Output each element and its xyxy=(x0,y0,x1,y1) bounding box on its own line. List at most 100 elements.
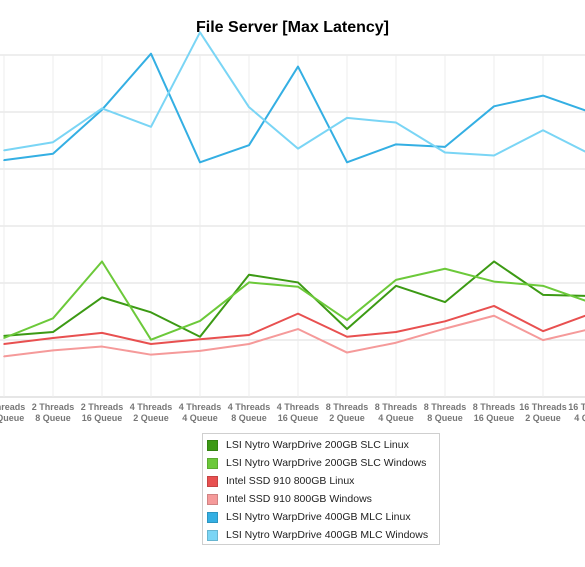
data-point xyxy=(101,107,103,110)
x-tick-label: 4 Threads 8 Queue xyxy=(228,402,271,423)
legend-label: LSI Nytro WarpDrive 200GB SLC Windows xyxy=(226,457,427,469)
data-point xyxy=(3,159,5,161)
data-point xyxy=(52,331,54,333)
data-point xyxy=(493,154,495,157)
data-point xyxy=(542,330,544,332)
data-point xyxy=(493,305,495,307)
x-tick-label: 8 Threads 16 Queue xyxy=(473,402,516,423)
data-point xyxy=(52,349,54,352)
data-point xyxy=(444,151,446,154)
data-point xyxy=(150,52,152,55)
data-point xyxy=(395,331,397,333)
data-point xyxy=(199,350,201,352)
series-line-6 xyxy=(3,31,585,157)
data-point xyxy=(199,338,201,341)
data-point xyxy=(248,281,250,284)
data-point xyxy=(297,281,299,284)
data-point xyxy=(395,143,397,146)
data-point xyxy=(444,301,446,303)
legend-label: LSI Nytro WarpDrive 400GB MLC Linux xyxy=(226,511,411,523)
x-tick-label: 4 Threads 4 Queue xyxy=(179,402,222,423)
legend-swatch xyxy=(207,529,218,541)
data-point xyxy=(542,94,544,97)
data-point xyxy=(3,337,5,339)
data-point xyxy=(346,319,348,321)
data-point xyxy=(542,294,544,296)
data-point xyxy=(346,117,348,119)
series-line-3 xyxy=(3,304,585,345)
legend-item: Intel SSD 910 800GB Windows xyxy=(207,490,439,508)
data-point xyxy=(395,279,397,281)
data-point xyxy=(297,65,299,68)
data-point xyxy=(52,317,54,320)
data-point xyxy=(493,280,495,283)
legend: LSI Nytro WarpDrive 200GB SLC Linux LSI N… xyxy=(202,433,440,545)
data-point xyxy=(199,31,201,34)
data-point xyxy=(297,328,299,330)
data-point xyxy=(493,105,495,108)
data-point xyxy=(101,296,103,299)
data-point xyxy=(542,285,544,287)
data-point xyxy=(346,351,348,354)
data-point xyxy=(444,267,446,270)
data-point xyxy=(395,285,397,287)
data-point xyxy=(297,147,299,150)
data-point xyxy=(395,121,397,124)
data-point xyxy=(199,320,201,322)
data-point xyxy=(248,334,250,336)
data-point xyxy=(493,314,495,317)
chart-title: File Server [Max Latency] xyxy=(196,19,389,36)
legend-item: LSI Nytro WarpDrive 200GB SLC Linux xyxy=(207,436,439,454)
data-point xyxy=(3,355,5,358)
data-point xyxy=(346,335,348,338)
legend-swatch xyxy=(207,457,218,469)
data-point xyxy=(444,146,446,148)
data-point xyxy=(150,338,152,341)
x-tick-label: 8 Threads 4 Queue xyxy=(375,402,418,423)
data-point xyxy=(493,260,495,263)
legend-swatch xyxy=(207,511,218,523)
legend-item: LSI Nytro WarpDrive 400GB MLC Linux xyxy=(207,508,439,526)
data-point xyxy=(199,335,201,338)
data-point xyxy=(52,141,54,144)
data-point xyxy=(248,273,250,276)
data-point xyxy=(346,328,348,330)
series-line-2 xyxy=(3,260,585,341)
legend-label: Intel SSD 910 800GB Linux xyxy=(226,475,355,487)
data-point xyxy=(444,327,446,330)
data-point xyxy=(52,337,54,339)
data-point xyxy=(248,343,250,345)
data-point xyxy=(101,345,103,348)
legend-item: LSI Nytro WarpDrive 400GB MLC Windows xyxy=(207,526,439,544)
x-tick-label: 2 Threads 8 Queue xyxy=(32,402,75,423)
data-point xyxy=(248,106,250,108)
data-point xyxy=(297,312,299,315)
legend-swatch xyxy=(207,439,218,451)
legend-label: LSI Nytro WarpDrive 400GB MLC Windows xyxy=(226,529,429,541)
legend-label: Intel SSD 910 800GB Windows xyxy=(226,493,372,505)
legend-swatch xyxy=(207,475,218,487)
data-point xyxy=(248,144,250,147)
x-tick-label: 4 Threads 2 Queue xyxy=(130,402,173,423)
data-point xyxy=(3,335,5,337)
x-tick-label: 16 Threads 2 Queue xyxy=(519,402,567,423)
legend-label: LSI Nytro WarpDrive 200GB SLC Linux xyxy=(226,439,409,451)
data-point xyxy=(3,343,5,345)
data-point xyxy=(297,285,299,288)
data-point xyxy=(542,129,544,132)
x-tick-label: 8 Threads 8 Queue xyxy=(424,402,467,423)
data-point xyxy=(101,332,103,334)
data-point xyxy=(150,126,152,128)
data-point xyxy=(150,353,152,356)
x-tick-label: 8 Threads 2 Queue xyxy=(326,402,369,423)
x-tick-label: 2 Threads 16 Queue xyxy=(81,402,124,423)
data-point xyxy=(395,341,397,344)
data-point xyxy=(346,161,348,164)
legend-item: LSI Nytro WarpDrive 200GB SLC Windows xyxy=(207,454,439,472)
data-point xyxy=(101,260,103,263)
data-point xyxy=(199,161,201,164)
legend-item: Intel SSD 910 800GB Linux xyxy=(207,472,439,490)
